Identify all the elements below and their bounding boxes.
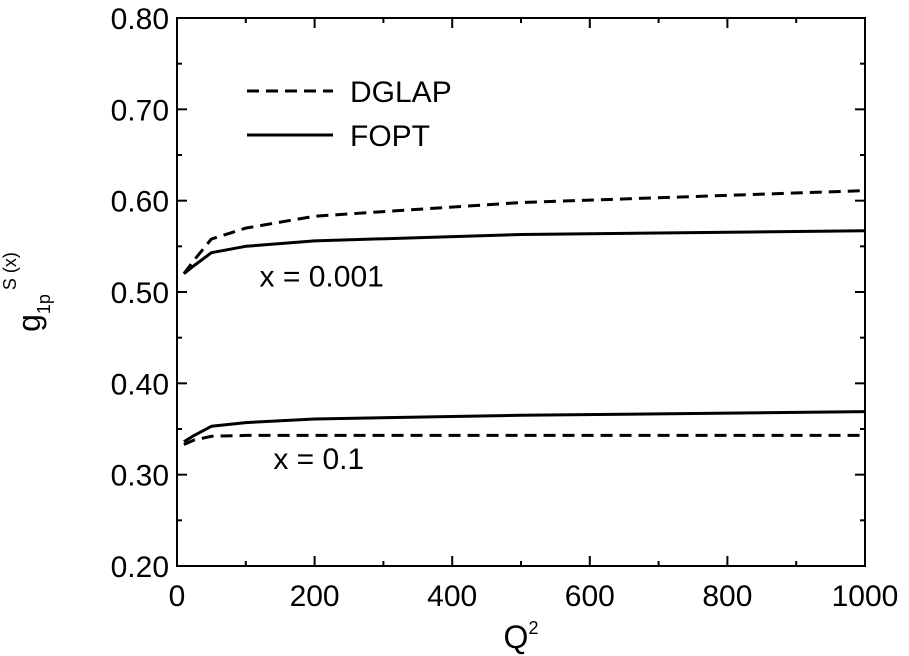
- y-tick-label: 0.40: [111, 368, 169, 401]
- y-tick-label: 0.30: [111, 460, 169, 493]
- series-line-dglap-x-0-001: [182, 189, 866, 275]
- y-axis-label-group: g1p S (x): [0, 252, 54, 332]
- x-tick-label: 0: [169, 580, 186, 613]
- series-line-fopt-x-0-1: [183, 410, 866, 444]
- y-tick-label: 0.80: [111, 3, 169, 36]
- x-axis-label: Q2: [504, 618, 539, 655]
- series-lines: [182, 189, 866, 446]
- y-tick-label: 0.20: [111, 551, 169, 584]
- y-tick-label: 0.50: [111, 277, 169, 310]
- y-tick-label: 0.70: [111, 94, 169, 127]
- x-tick-label: 400: [427, 580, 477, 613]
- x-tick-label: 200: [290, 580, 340, 613]
- y-axis-label-superscript: S (x): [0, 252, 20, 290]
- y-axis-label-base: g: [11, 314, 47, 332]
- legend-label-fopt: FOPT: [350, 120, 430, 153]
- series-line-fopt-x-0-001: [182, 229, 866, 275]
- axis-ticks: 0 200 400 600 800 1000 0.20 0.30 0.40 0.50 0.60 0.7…: [111, 3, 899, 613]
- x-tick-label: 800: [702, 580, 752, 613]
- x-axis-label-base: Q: [504, 619, 529, 655]
- x-tick-label: 600: [565, 580, 615, 613]
- annotations: x = 0.001 x = 0.1: [260, 261, 384, 477]
- y-axis-label-subscript: 1p: [34, 294, 54, 314]
- legend-label-dglap: DGLAP: [350, 76, 452, 109]
- curve-group-label: x = 0.001: [260, 261, 384, 294]
- series-line-dglap-x-0-1: [183, 433, 865, 446]
- curve-group-label: x = 0.1: [273, 443, 364, 476]
- x-tick-label: 1000: [832, 580, 899, 613]
- y-tick-label: 0.60: [111, 186, 169, 219]
- x-axis-label-superscript: 2: [528, 618, 538, 638]
- legend: DGLAP FOPT: [247, 76, 452, 153]
- y-axis-label: g1p S (x): [0, 252, 54, 332]
